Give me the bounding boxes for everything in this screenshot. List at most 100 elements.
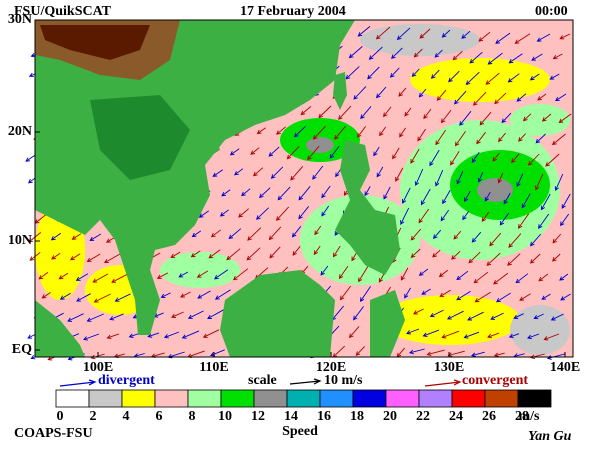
- lat-label: EQ: [12, 342, 32, 357]
- wind-arrow: [478, 31, 491, 42]
- wind-arrow: [348, 46, 363, 59]
- taiwan: [333, 72, 347, 110]
- wind-arrow: [422, 329, 440, 337]
- wind-arrow: [355, 346, 366, 356]
- colorbar-label: 10: [218, 409, 232, 424]
- legend: divergent scale 10 m/s convergent: [59, 373, 528, 388]
- wind-arrow: [259, 187, 271, 199]
- colorbar-cell: [418, 389, 453, 408]
- wind-arrow: [250, 147, 260, 155]
- wind-arrow: [208, 249, 221, 259]
- wind-arrow: [111, 273, 129, 283]
- wind-arrow: [256, 127, 266, 135]
- wind-arrow: [477, 172, 484, 183]
- wind-arrow: [364, 186, 371, 197]
- wind-arrow: [473, 271, 489, 284]
- wind-arrow: [436, 89, 447, 101]
- wind-arrow: [368, 46, 383, 60]
- wind-arrow: [373, 146, 380, 157]
- wind-arrow: [307, 145, 320, 161]
- wind-arrow: [410, 148, 420, 164]
- wind-arrow: [214, 289, 231, 300]
- wind-arrow: [389, 67, 400, 78]
- map-frame: [34, 19, 574, 358]
- speed-patch: [306, 137, 334, 153]
- wind-arrow: [312, 125, 326, 140]
- wind-arrow: [313, 245, 321, 255]
- wind-arrow: [396, 27, 411, 41]
- wind-arrow: [434, 49, 443, 58]
- wind-arrow: [489, 232, 502, 247]
- colorbar-label: 14: [284, 409, 298, 424]
- lon-label: 120E: [316, 360, 346, 375]
- wind-arrow: [276, 126, 286, 135]
- wind-arrow: [358, 266, 369, 283]
- wind-arrow: [202, 329, 220, 338]
- wind-arrow: [472, 91, 487, 106]
- wind-arrow: [451, 250, 461, 260]
- wind-arrow: [552, 253, 561, 262]
- colorbar-cell: [253, 389, 288, 408]
- wind-arrow: [226, 248, 241, 261]
- wind-arrow: [476, 131, 486, 145]
- wind-arrow: [187, 310, 204, 319]
- wind-arrow: [492, 152, 500, 162]
- sulawesi: [370, 290, 405, 357]
- wind-arrow: [59, 292, 71, 300]
- wind-arrow: [320, 265, 329, 276]
- wind-arrow: [487, 52, 503, 65]
- lat-label: 30N: [8, 12, 32, 27]
- wind-arrow: [519, 293, 531, 301]
- colorbar-cell: [154, 389, 189, 408]
- wind-arrow: [513, 313, 524, 319]
- footer-right: Yan Gu: [528, 429, 572, 444]
- wind-arrow: [499, 212, 510, 226]
- wind-arrow: [423, 108, 432, 120]
- wind-arrow: [89, 233, 102, 241]
- colorbar-cell: [286, 389, 321, 408]
- wind-arrow: [454, 90, 467, 105]
- wind-arrow: [210, 229, 222, 238]
- wind-arrow: [293, 125, 306, 138]
- wind-arrow: [357, 26, 371, 37]
- wind-arrow: [69, 253, 81, 261]
- plateau: [40, 25, 150, 60]
- lon-label: 100E: [83, 360, 113, 375]
- wind-arrow: [338, 105, 352, 120]
- wind-arrow: [441, 330, 460, 339]
- wind-arrow: [410, 248, 421, 258]
- wind-arrow: [375, 86, 387, 99]
- colorbar-unit: m/s: [519, 409, 541, 424]
- wind-arrow: [329, 145, 340, 159]
- wind-arrow: [402, 187, 411, 204]
- wind-arrow: [454, 130, 466, 147]
- wind-arrow: [76, 293, 91, 302]
- wind-arrow: [516, 173, 524, 188]
- wind-arrow: [447, 350, 465, 357]
- wind-arrow: [321, 185, 331, 199]
- wind-arrow: [462, 210, 470, 221]
- wind-arrow: [219, 209, 229, 217]
- wind-arrow: [507, 73, 520, 83]
- divergent-arrow: [59, 379, 97, 387]
- lowland: [90, 95, 190, 180]
- wind-arrow: [508, 333, 520, 339]
- hainan: [195, 135, 220, 158]
- wind-arrow: [442, 189, 451, 205]
- colorbar-cell: [484, 389, 519, 408]
- wind-arrow: [490, 312, 504, 320]
- colorbar-label: 12: [251, 409, 265, 424]
- wind-arrow: [414, 168, 424, 187]
- wind-arrow: [246, 247, 261, 261]
- sumatra: [35, 300, 85, 357]
- wind-arrow: [395, 167, 404, 182]
- colorbar-cell: [88, 389, 123, 408]
- lon-label: 140E: [550, 360, 580, 375]
- wind-arrow: [456, 290, 471, 301]
- wind-arrow: [383, 186, 391, 200]
- wind-arrow: [507, 253, 521, 266]
- wind-arrow: [71, 233, 82, 240]
- wind-arrow: [426, 349, 445, 357]
- wind-arrow: [435, 129, 446, 146]
